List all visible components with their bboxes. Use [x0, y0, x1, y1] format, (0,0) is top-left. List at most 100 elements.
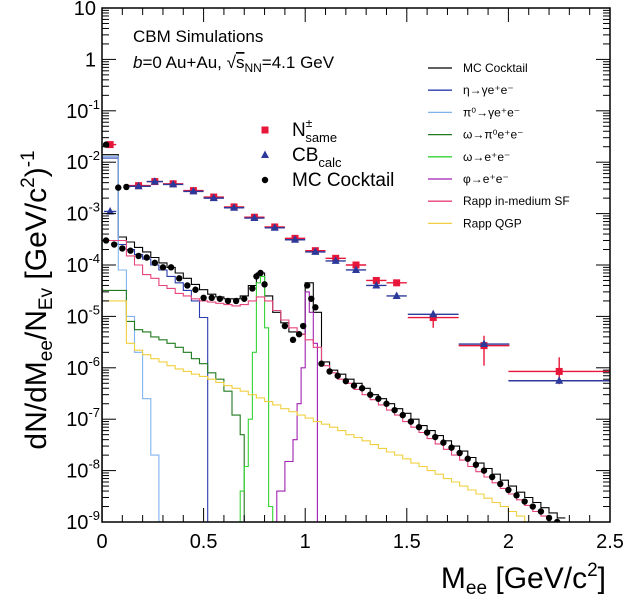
MC Cocktail-point-59 — [537, 508, 545, 515]
CB_calc-point-12 — [352, 265, 360, 273]
CB_calc-point-8 — [270, 223, 279, 231]
N_same-point-13 — [372, 276, 380, 284]
N_same-point-14 — [393, 279, 401, 287]
annotation-s-sub: NN — [244, 61, 261, 75]
MC Cocktail-point-44 — [415, 423, 423, 431]
y-axis-title-p3: [GeV/c — [20, 188, 53, 288]
histogram-MC Cocktail — [102, 154, 566, 522]
legend-line-label-5: φ→e⁺e⁻ — [463, 172, 509, 186]
MC Cocktail-point-17 — [216, 295, 224, 302]
MC Cocktail-point-47 — [440, 439, 447, 446]
annotation-s: s — [236, 53, 245, 72]
y-tick-label-9: 1 — [85, 49, 96, 71]
MC Cocktail-point-33 — [326, 368, 333, 375]
MC Cocktail-point-5 — [119, 245, 126, 252]
CB_calc-point-4 — [189, 186, 198, 195]
y-tick-label-2: 10-7 — [66, 405, 100, 431]
histogram-rapp_qgp — [102, 300, 533, 522]
MC Cocktail-point-25 — [281, 322, 289, 330]
legend-line-label-2: π⁰→γe⁺e⁻ — [463, 105, 520, 119]
y-tick-label-5: 10-4 — [66, 251, 100, 277]
MC Cocktail-point-4 — [110, 241, 118, 248]
MC Cocktail-point-61 — [553, 518, 561, 522]
data-markers — [102, 141, 610, 522]
y-tick-label-6: 10-3 — [66, 200, 100, 226]
x-tick-label-5: 2.5 — [596, 531, 624, 553]
MC Cocktail-point-29 — [304, 282, 311, 289]
x-tick-label-3: 1.5 — [393, 531, 421, 553]
axis-tick-labels: 0 0.5 1 1.5 2 2.5 10-9 10-8 10-7 10-6 10-5 10-4 10-3… — [66, 0, 624, 553]
MC Cocktail-point-15 — [200, 294, 207, 302]
legend-lines: MC Cocktail η→γe⁺e⁻ π⁰→γe⁺e⁻ ω→π⁰e⁺e⁻ ω→e⁺e⁻… — [428, 61, 570, 230]
N_same-point-15 — [429, 314, 437, 322]
x-axis-title: Mee [GeV/c2] — [441, 560, 606, 598]
MC Cocktail-point-21 — [249, 285, 256, 292]
legend-marker-label-1: CBcalc — [292, 145, 342, 170]
N_same-point-0 — [106, 141, 114, 149]
x-tick-label-1: 0.5 — [190, 531, 218, 553]
MC Cocktail-point-7 — [135, 252, 142, 260]
annotation-title: CBM Simulations — [133, 27, 263, 46]
MC Cocktail-point-23 — [257, 269, 264, 277]
y-axis-title-sup: 2 — [18, 177, 39, 188]
MC Cocktail-point-2 — [123, 183, 130, 191]
MC Cocktail-point-32 — [318, 360, 325, 367]
y-axis-title-p1: dN/dM — [20, 361, 53, 449]
MC Cocktail-point-46 — [432, 433, 439, 441]
x-tick-label-4: 2 — [503, 531, 514, 553]
legend-marker-0 — [261, 126, 269, 134]
MC Cocktail-point-14 — [192, 286, 199, 293]
CB_calc-point-9 — [291, 235, 300, 243]
MC Cocktail-point-8 — [143, 254, 150, 261]
legend-marker-1 — [261, 150, 269, 158]
CB_calc-point-1 — [134, 181, 143, 190]
y-axis-title: dN/dMee/NEv [GeV/c2)-1 — [18, 150, 57, 449]
MC Cocktail-point-36 — [350, 382, 358, 389]
MC Cocktail-point-19 — [232, 297, 240, 305]
y-tick-label-7: 10-2 — [66, 148, 100, 174]
MC Cocktail-point-37 — [358, 385, 366, 392]
CB_calc-point-16 — [480, 339, 489, 348]
MC Cocktail-point-51 — [472, 461, 480, 468]
y-tick-label-1: 10-8 — [66, 457, 100, 483]
legend-line-label-0: MC Cocktail — [463, 61, 528, 75]
MC Cocktail-point-13 — [184, 282, 191, 289]
MC Cocktail-point-49 — [456, 449, 463, 457]
MC Cocktail-point-57 — [521, 498, 528, 505]
CB_calc-point-3 — [169, 179, 178, 188]
MC Cocktail-point-28 — [299, 322, 307, 330]
annotation-b: b — [133, 53, 142, 72]
MC Cocktail-point-34 — [334, 372, 341, 379]
CB_calc-point-13 — [372, 280, 381, 289]
CB_calc-point-5 — [209, 193, 218, 202]
MC Cocktail-point-9 — [151, 259, 159, 267]
MC Cocktail-point-45 — [423, 429, 431, 436]
sqrt-symbol: √ — [227, 53, 237, 72]
CB_calc-point-6 — [230, 203, 239, 211]
legend-marker-label-2: MC Cocktail — [292, 170, 394, 191]
CB_calc-point-11 — [331, 256, 340, 264]
MC Cocktail-point-20 — [241, 295, 248, 302]
MC Cocktail-point-35 — [342, 377, 350, 385]
N_same-point-17 — [555, 367, 563, 375]
axis-ticks — [101, 7, 611, 523]
y-axis-title-p4: ) — [20, 167, 53, 177]
MC Cocktail-point-0 — [102, 141, 110, 148]
MC Cocktail-point-30 — [308, 295, 315, 302]
legend-line-label-7: Rapp QGP — [463, 216, 522, 230]
y-tick-label-10: 10 — [74, 0, 96, 20]
legend-line-label-6: Rapp in-medium SF — [463, 194, 570, 208]
CB_calc-point-2 — [150, 177, 159, 185]
CB_calc-point-14 — [392, 291, 401, 299]
histogram-pi0 — [102, 155, 167, 522]
x-axis-title-sub: ee — [466, 578, 487, 598]
MC Cocktail-point-6 — [127, 247, 134, 254]
MC Cocktail-point-12 — [176, 275, 183, 282]
MC Cocktail-point-55 — [505, 486, 512, 494]
x-axis-title-unit: [GeV/c — [487, 562, 587, 595]
MC Cocktail-point-38 — [367, 391, 374, 398]
CB_calc-point-15 — [429, 309, 438, 318]
MC Cocktail-point-18 — [224, 297, 232, 305]
